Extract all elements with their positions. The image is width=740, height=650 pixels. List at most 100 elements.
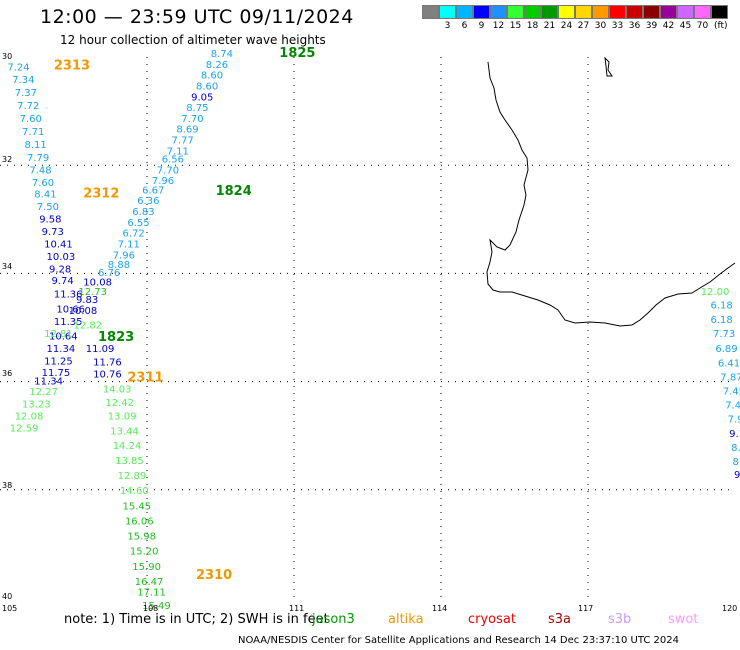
lat-label: 30: [2, 52, 13, 61]
colorbar-swatch: [439, 5, 456, 19]
lat-label: 32: [2, 155, 13, 164]
wave-height-value: 11.34: [47, 344, 76, 355]
wave-height-value: 12.82: [74, 321, 103, 332]
colorbar-tick: 9: [478, 21, 485, 31]
pass-labels: 2313 1825 2312 1824 1823 2311 2310: [54, 46, 316, 583]
satellite-legend-cryosat: cryosat: [468, 612, 516, 627]
wave-height-value: 9.58: [39, 215, 61, 226]
wave-height-value: 8.11: [25, 140, 47, 151]
credit-line: NOAA/NESDIS Center for Satellite Applica…: [238, 635, 680, 646]
lat-label: 34: [2, 262, 13, 271]
wave-height-value: 12.73: [78, 287, 107, 298]
wave-height-value: 8.60: [201, 71, 223, 82]
pass-label: 1823: [98, 330, 134, 345]
colorbar-swatch: [422, 5, 439, 19]
altimeter-tracks: 7.247.34 7.37 7.72 7.60 7.71 8.11 7.797.48 7.60…: [7, 49, 740, 612]
wave-height-value: 7.77: [172, 136, 194, 147]
wave-height-value: 11.25: [44, 356, 73, 367]
colorbar-swatch: [541, 5, 558, 19]
wave-height-value: 8.74: [211, 49, 233, 60]
colorbar-tick: 18: [526, 21, 539, 31]
colorbar-tick: 42: [662, 21, 675, 31]
lon-label: 108: [143, 604, 159, 613]
lat-label: 36: [2, 369, 13, 378]
wave-height-value: 8.60: [196, 81, 218, 92]
colorbar-tick: 30: [594, 21, 607, 31]
colorbar-swatch: [524, 5, 541, 19]
wave-height-value: 12.42: [105, 398, 134, 409]
wave-height-value: 7.73: [713, 329, 735, 340]
wave-height-value: 9.1: [729, 429, 740, 440]
wave-height-value: 11.75: [42, 368, 71, 379]
colorbar-swatch: [558, 5, 575, 19]
wave-height-value: 7.34: [12, 75, 34, 86]
wave-height-value: 7.96: [152, 176, 174, 187]
footnote: note: 1) Time is in UTC; 2) SWH is in fe…: [64, 612, 329, 627]
wave-height-value: 7.24: [7, 63, 29, 74]
wave-height-value: 9.05: [191, 92, 213, 103]
colorbar-tick: 27: [577, 21, 590, 31]
wave-height-value: 11.09: [86, 344, 115, 355]
wave-height-value: 10.41: [44, 239, 73, 250]
wave-height-value: 6.83: [132, 207, 154, 218]
wave-height-value: 10.66: [56, 304, 85, 315]
colorbar-tick: 3: [444, 21, 451, 31]
wave-height-value: 17.11: [137, 587, 166, 598]
colorbar-swatch: [660, 5, 677, 19]
wave-height-value: 13.44: [110, 427, 139, 438]
wave-height-value: 12.89: [118, 471, 147, 482]
wave-height-value: 6.55: [127, 218, 149, 229]
wave-height-value: 8.69: [176, 125, 198, 136]
page-subtitle: 12 hour collection of altimeter wave hei…: [60, 33, 326, 47]
wave-height-value: 13.85: [115, 456, 144, 467]
satellite-legend-s3a: s3a: [548, 612, 572, 627]
colorbar-tick: 33: [611, 21, 624, 31]
wave-height-value: 13.23: [22, 400, 51, 411]
satellite-legend-s3b: s3b: [608, 612, 632, 627]
satellite-legend-jason3: jason3: [312, 612, 355, 627]
colorbar-swatch: [490, 5, 507, 19]
pass-label: 2312: [83, 187, 119, 202]
wave-height-value: 11.36: [54, 290, 83, 301]
wave-height-value: 11.76: [93, 357, 122, 368]
colorbar-tick: 12: [492, 21, 505, 31]
lon-label: 111: [289, 604, 305, 613]
wave-height-value: 15.45: [123, 501, 152, 512]
wave-height-value: 9.83: [76, 295, 98, 306]
wave-height-value: 11.34: [34, 376, 63, 387]
wave-height-value: 8.88: [108, 260, 130, 271]
wave-height-value: 12.00: [701, 287, 730, 298]
colorbar-tick: 21: [543, 21, 556, 31]
wave-height-value: 6.89: [715, 344, 737, 355]
wave-height-value: 8.41: [34, 190, 56, 201]
wave-height-value: 10.03: [47, 252, 76, 263]
wave-height-value: 7.72: [17, 101, 39, 112]
wave-height-value: 8.7: [731, 443, 740, 454]
island-outline: [604, 56, 613, 77]
map-grid: [0, 57, 735, 598]
pass-label: 2313: [54, 58, 90, 73]
page-title: 12:00 — 23:59 UTC 09/11/2024: [40, 6, 354, 28]
wave-height-value: 11.35: [54, 317, 83, 328]
lon-label: 105: [2, 604, 18, 613]
wave-height-value: 8.75: [186, 103, 208, 114]
wave-height-value: 6.67: [142, 185, 164, 196]
pass-label: 1824: [216, 184, 252, 199]
wave-height-value: 7.70: [157, 165, 179, 176]
wave-height-value: 12.81: [44, 329, 73, 340]
wave-height-value: 7.71: [22, 127, 44, 138]
satellite-legend-swot: swot: [668, 612, 699, 627]
lat-label: 40: [2, 592, 13, 601]
lon-label: 120: [722, 604, 738, 613]
wave-height-value: 15.98: [127, 532, 156, 543]
colorbar-labels: 3 6 9 12 15 18 21 24 27 30 33 36 39 42 45 70: [422, 21, 728, 31]
wave-height-value: 6.36: [137, 196, 159, 207]
wave-height-value: 7.70: [181, 114, 203, 125]
wave-height-value: 8.: [733, 457, 740, 468]
colorbar-swatch: [473, 5, 490, 19]
wave-height-value: 10.08: [69, 306, 98, 317]
wave-height-value: 10.76: [93, 369, 122, 380]
colorbar-tick: 6: [461, 21, 468, 31]
wave-height-value: 15.90: [132, 562, 161, 573]
